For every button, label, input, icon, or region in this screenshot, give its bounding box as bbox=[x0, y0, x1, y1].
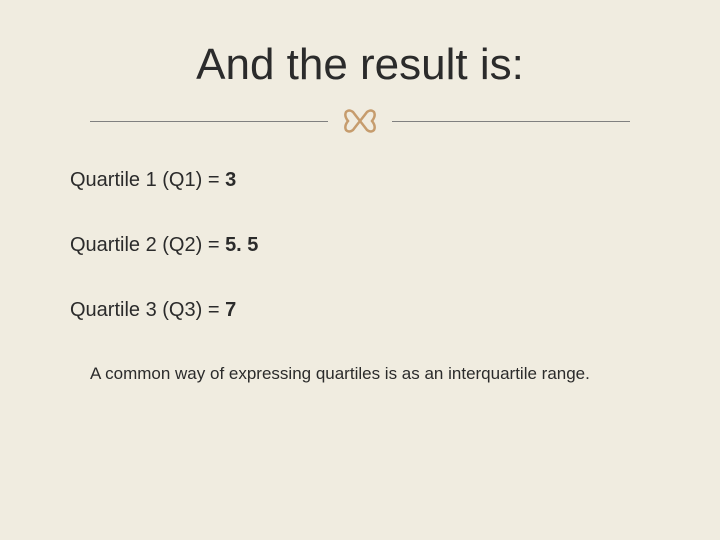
quartile-2-label: Quartile 2 (Q2) = bbox=[70, 234, 225, 256]
divider-line-right bbox=[392, 121, 630, 122]
slide-container: And the result is: Quartile 1 (Q1) = 3 Q… bbox=[0, 0, 720, 540]
quartile-1-value: 3 bbox=[225, 169, 236, 191]
quartile-3-value: 7 bbox=[225, 299, 236, 321]
quartile-1-label: Quartile 1 (Q1) = bbox=[70, 169, 225, 191]
quartile-2-value: 5. 5 bbox=[225, 234, 258, 256]
page-title: And the result is: bbox=[60, 40, 660, 90]
footer-text: A common way of expressing quartiles is … bbox=[70, 364, 660, 384]
quartile-1-line: Quartile 1 (Q1) = 3 bbox=[70, 169, 660, 192]
divider-line-left bbox=[90, 121, 328, 122]
quartile-2-line: Quartile 2 (Q2) = 5. 5 bbox=[70, 234, 660, 257]
quartile-3-label: Quartile 3 (Q3) = bbox=[70, 299, 225, 321]
title-divider bbox=[60, 108, 660, 134]
flourish-icon bbox=[340, 108, 380, 134]
content-area: Quartile 1 (Q1) = 3 Quartile 2 (Q2) = 5.… bbox=[60, 169, 660, 384]
quartile-3-line: Quartile 3 (Q3) = 7 bbox=[70, 299, 660, 322]
